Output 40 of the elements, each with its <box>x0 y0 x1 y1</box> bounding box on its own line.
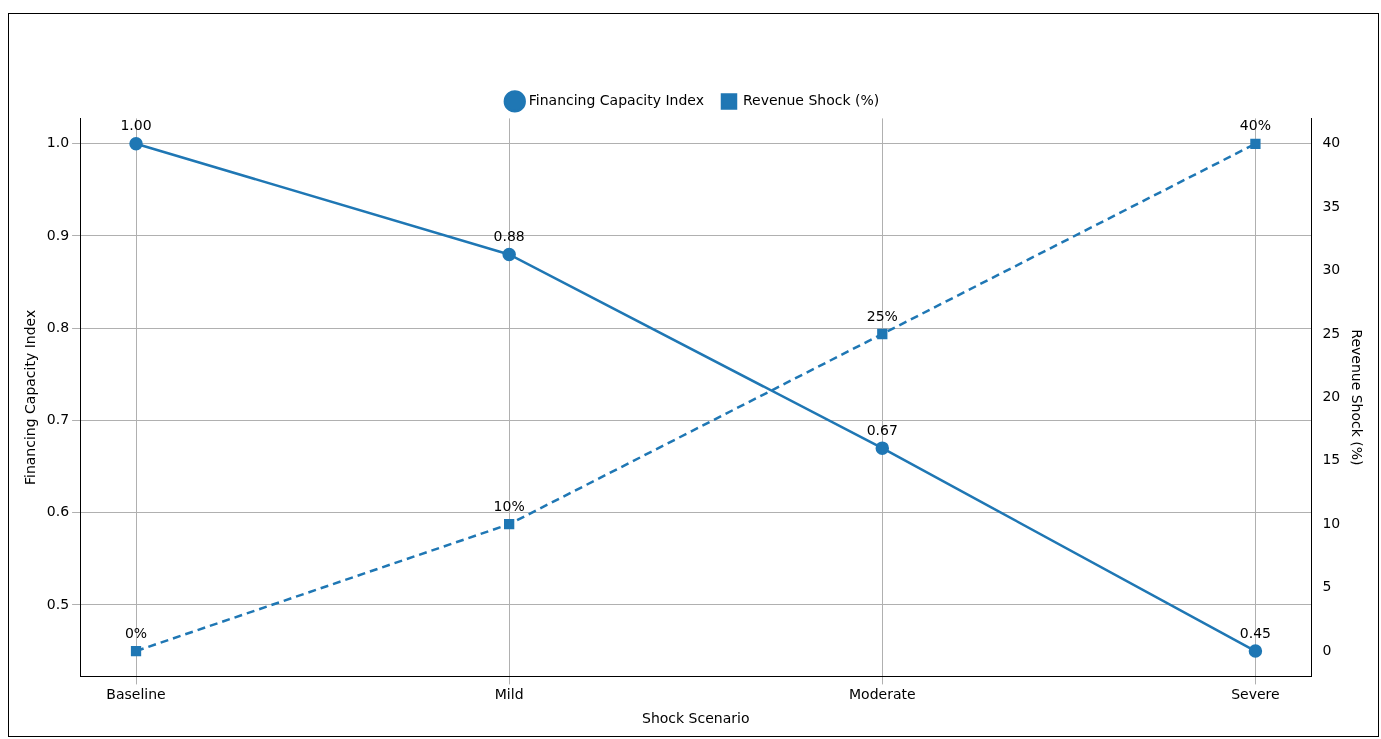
x-tick-label: Baseline <box>106 686 166 703</box>
data-label: 0.45 <box>1239 624 1271 641</box>
data-label: 0.88 <box>493 228 525 245</box>
point <box>502 247 516 262</box>
y-tick-label: 0.9 <box>46 226 70 243</box>
point <box>504 519 515 530</box>
point <box>130 645 142 657</box>
data-label: 1.00 <box>120 117 152 134</box>
data-label: 10% <box>493 497 525 514</box>
y2-tick-label: 25 <box>1322 324 1341 341</box>
point <box>1248 644 1263 658</box>
y2-tick-label: 0 <box>1322 641 1332 658</box>
data-label: 40% <box>1239 117 1271 134</box>
y2-tick-label: 10 <box>1322 514 1341 531</box>
x-axis-title: Shock Scenario <box>642 710 750 727</box>
x-tick-label: Moderate <box>848 686 916 703</box>
x-tick-label: Mild <box>494 686 524 703</box>
point <box>875 441 890 455</box>
legend-label: Financing Capacity Index <box>528 92 704 109</box>
legend-label: Revenue Shock (%) <box>743 92 880 109</box>
point <box>877 328 888 340</box>
data-label: 0.67 <box>866 421 898 438</box>
y-tick-label: 0.8 <box>46 318 70 335</box>
point <box>129 137 143 151</box>
y-tick-label: 0.5 <box>46 595 70 612</box>
y-tick-label: 0.7 <box>46 411 70 428</box>
y2-tick-label: 35 <box>1322 197 1341 214</box>
y-tick-label: 1.0 <box>46 134 70 151</box>
y2-tick-label: 15 <box>1322 451 1341 468</box>
y2-tick-label: 30 <box>1322 261 1341 278</box>
y2-tick-label: 40 <box>1322 134 1341 151</box>
y2-tick-label: 20 <box>1322 388 1341 405</box>
y2-tick-label: 5 <box>1322 578 1332 595</box>
x-tick-label: Severe <box>1231 686 1280 703</box>
data-label: 0% <box>124 624 148 641</box>
y2-axis-title: Revenue Shock (%) <box>1348 329 1365 466</box>
point <box>1250 138 1261 149</box>
data-label: 25% <box>866 307 898 324</box>
y-tick-label: 0.6 <box>46 503 70 520</box>
y-axis-title: Financing Capacity Index <box>22 309 39 486</box>
